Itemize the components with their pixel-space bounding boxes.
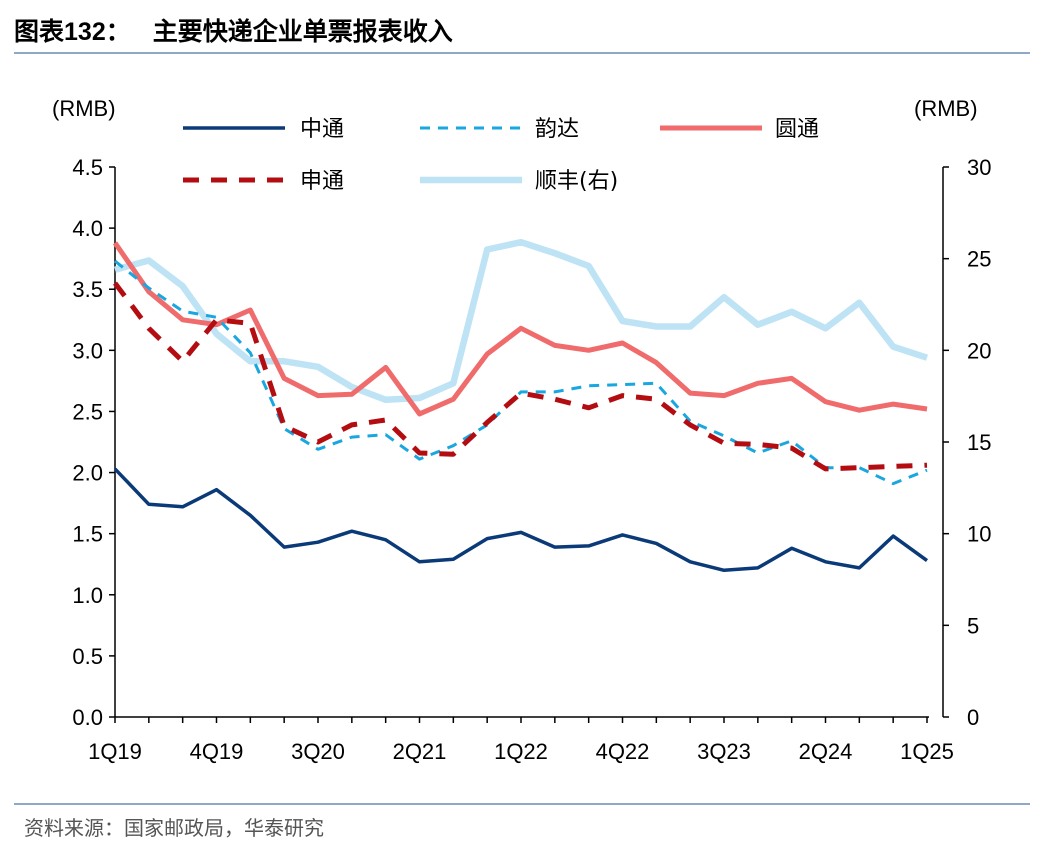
right-tick-label: 5: [967, 613, 979, 638]
x-tick-label: 4Q22: [596, 739, 650, 764]
right-tick-label: 15: [967, 430, 991, 455]
legend-label-3: 申通: [300, 169, 344, 194]
title-number: 132：: [64, 18, 131, 46]
right-tick-label: 25: [967, 247, 991, 272]
x-tick-label: 4Q19: [190, 739, 244, 764]
figure-title: 图表132： 主要快递企业单票报表收入: [14, 12, 453, 52]
legend-label-4: 顺丰(右): [535, 169, 618, 194]
series-line-3: [112, 281, 928, 472]
right-tick-label: 10: [967, 522, 991, 547]
series-line-0: [113, 467, 929, 573]
left-axis-unit: (RMB): [52, 96, 116, 121]
x-tick-label: 3Q23: [697, 739, 751, 764]
title-text: 主要快递企业单票报表收入: [152, 17, 453, 46]
bottom-rule: [14, 803, 1030, 805]
right-tick-label: 0: [967, 705, 979, 730]
series-line-2: [112, 241, 928, 417]
x-tick-label: 1Q25: [900, 739, 954, 764]
series-line-4: [114, 238, 929, 404]
x-tick-label: 2Q21: [393, 739, 447, 764]
left-tick-label: 3.0: [72, 338, 103, 363]
top-rule: [14, 52, 1030, 54]
legend-label-0: 中通: [300, 117, 344, 142]
chart: 0.0 0.5 1.0 1.5 2.0 2.5 3.0 3.5 4.0 4.5 0 5 10 15 20 25…: [52, 96, 991, 764]
left-tick-label: 2.0: [72, 461, 103, 486]
left-tick-label: 2.5: [72, 399, 103, 424]
left-tick-label: 1.5: [72, 522, 103, 547]
left-tick-label: 1.0: [72, 583, 103, 608]
title-prefix: 图表: [14, 17, 65, 46]
left-tick-label: 4.0: [72, 216, 103, 241]
source-note: 资料来源：国家邮政局，华泰研究: [24, 816, 324, 840]
series-line-1: [114, 259, 928, 486]
left-tick-label: 0.5: [72, 644, 103, 669]
x-tick-label: 2Q24: [799, 739, 853, 764]
right-axis-unit: (RMB): [914, 96, 978, 121]
left-tick-label: 3.5: [72, 277, 103, 302]
x-tick-label: 1Q19: [88, 739, 142, 764]
legend-label-1: 韵达: [535, 117, 579, 142]
x-tick-label: 3Q20: [291, 739, 345, 764]
legend-label-2: 圆通: [775, 117, 819, 142]
x-tick-label: 1Q22: [494, 739, 548, 764]
right-tick-label: 30: [967, 155, 991, 180]
left-tick-label: 4.5: [72, 155, 103, 180]
left-tick-label: 0.0: [72, 705, 103, 730]
right-tick-label: 20: [967, 338, 991, 363]
